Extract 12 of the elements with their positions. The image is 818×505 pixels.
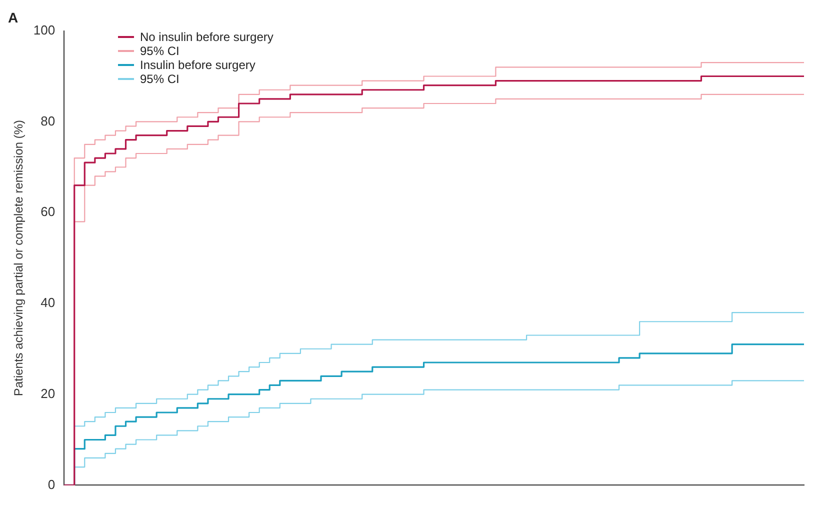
legend-label: Insulin before surgery	[140, 58, 256, 72]
legend-label: 95% CI	[140, 44, 180, 58]
y-tick-label: 60	[40, 204, 56, 220]
y-tick-label: 0	[48, 476, 56, 492]
y-tick-label: 100	[33, 22, 56, 38]
y-tick-label: 20	[40, 386, 56, 401]
chart-title: A	[8, 9, 18, 26]
y-tick-label: 80	[40, 113, 56, 128]
legend-label: No insulin before surgery	[140, 30, 274, 44]
y-tick-label: 40	[40, 295, 56, 310]
legend-label: 95% CI	[140, 72, 180, 86]
y-axis-title: Patients achieving partial or complete remission (%)	[12, 120, 26, 396]
